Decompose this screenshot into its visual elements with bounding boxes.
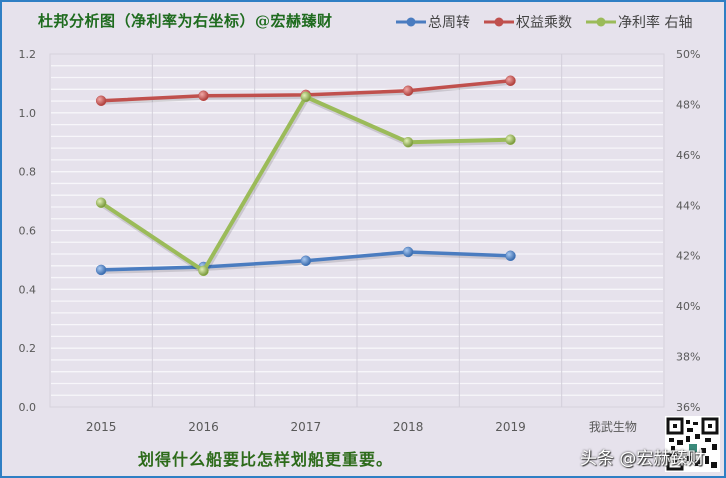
legend-item-net-margin: 净利率 右轴 — [586, 12, 692, 32]
x-tick-label: 2019 — [495, 420, 526, 434]
chart-title: 杜邦分析图（净利率为右坐标）@宏赫臻财 — [38, 12, 333, 30]
legend-label: 净利率 右轴 — [618, 15, 693, 31]
series-net-margin — [95, 91, 516, 277]
y-right-tick-label: 50% — [676, 48, 700, 61]
legend-marker-green-icon — [586, 17, 616, 27]
y-right-tick-label: 42% — [676, 250, 700, 263]
gridlines — [49, 53, 665, 408]
x-tick-label: 2017 — [291, 420, 322, 434]
data-point — [95, 197, 107, 209]
y-axis-left: 0.0 0.2 0.4 0.6 0.8 1.0 1.2 — [19, 48, 37, 414]
y-right-tick-label: 44% — [676, 199, 700, 212]
y-left-tick-label: 1.2 — [19, 48, 37, 61]
y-left-tick-label: 0.0 — [19, 401, 37, 414]
data-point — [402, 85, 414, 97]
y-right-tick-label: 46% — [676, 149, 700, 162]
series-lines — [95, 75, 516, 277]
data-point — [402, 137, 414, 148]
y-right-tick-label: 48% — [676, 98, 700, 111]
watermark: 头条 @宏赫臻财 — [580, 449, 705, 469]
y-left-tick-label: 1.0 — [19, 107, 37, 120]
footer-caption: 划得什么船要比怎样划船更重要。 — [138, 450, 394, 469]
y-right-tick-label: 36% — [676, 401, 700, 414]
x-tick-label: 2015 — [86, 420, 117, 434]
x-tick-label: 我武生物 — [589, 420, 637, 434]
legend-item-equity-multiplier: 权益乘数 — [484, 12, 572, 32]
series-total-turnover — [95, 246, 516, 276]
legend-label: 权益乘数 — [516, 15, 572, 31]
y-left-tick-label: 0.2 — [19, 342, 37, 355]
qr-code-icon — [666, 417, 719, 471]
legend-label: 总周转 — [428, 15, 470, 31]
y-axis-right: 36% 38% 40% 42% 44% 46% 48% 50% — [676, 48, 700, 414]
data-point — [300, 255, 312, 267]
y-left-tick-label: 0.6 — [19, 225, 37, 238]
legend-marker-red-icon — [484, 17, 514, 27]
y-right-tick-label: 38% — [676, 351, 700, 364]
y-right-tick-label: 40% — [676, 300, 700, 313]
legend: 总周转 权益乘数 净利率 右轴 — [396, 12, 692, 32]
legend-item-total-turnover: 总周转 — [396, 12, 470, 32]
data-point — [505, 75, 516, 87]
x-axis: 2015 2016 2017 2018 2019 我武生物 — [86, 420, 637, 434]
legend-marker-blue-icon — [396, 17, 426, 27]
data-point — [198, 90, 209, 102]
y-left-tick-label: 0.4 — [19, 283, 37, 296]
data-point — [300, 91, 312, 103]
data-point — [505, 250, 516, 262]
x-tick-label: 2016 — [188, 420, 219, 434]
data-point — [505, 134, 516, 145]
data-point — [95, 264, 107, 276]
data-point — [198, 265, 209, 277]
data-point — [402, 246, 414, 258]
qr-code — [665, 416, 720, 472]
y-left-tick-label: 0.8 — [19, 166, 37, 179]
data-point — [95, 95, 107, 107]
x-tick-label: 2018 — [393, 420, 424, 434]
